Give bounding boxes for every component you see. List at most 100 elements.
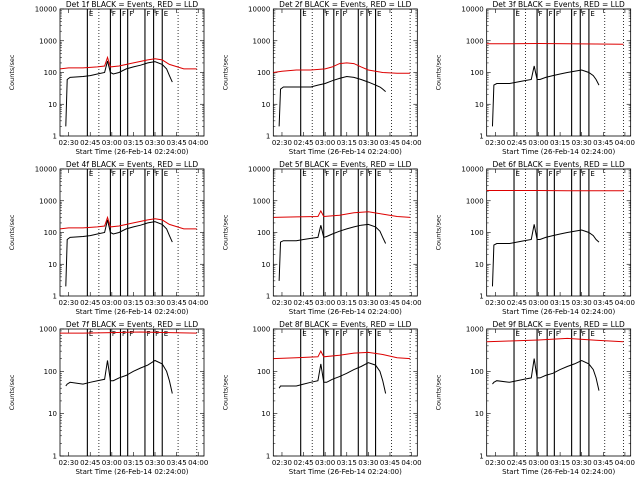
y-tick-label: 10 [48,261,57,269]
chart-title: Det 4f BLACK = Events, RED = LLD [66,160,199,169]
y-tick-label: 10000 [461,166,483,174]
chart-panel: Det 4f BLACK = Events, RED = LLD 1 10 100 10… [8,160,208,316]
x-tick-label: 03:30 [572,459,592,467]
events-series-line [65,60,173,127]
x-tick-label: 03:00 [315,139,335,147]
flag-label: F [549,330,553,338]
lld-series-line [273,62,411,74]
flag-label: E [89,330,93,338]
y-axis-label: Counts/sec [435,374,443,410]
x-tick-label: 04:00 [615,139,635,147]
flag-label: F [360,330,364,338]
flag-label: F [360,170,364,178]
chart-title: Det 5f BLACK = Events, RED = LLD [279,160,412,169]
x-tick-label: 02:45 [507,139,527,147]
x-tick-label: 03:15 [123,459,143,467]
x-tick-label: 04:00 [188,139,208,147]
flag-label: F [112,170,116,178]
x-tick-label: 03:00 [528,139,548,147]
flag-label: E [590,170,594,178]
y-tick-label: 1000 [253,326,271,334]
x-tick-label: 02:45 [507,299,527,307]
y-tick-label: 10 [261,261,270,269]
x-axis-label: Start Time (26-Feb-14 02:24:00) [502,308,615,316]
y-tick-label: 100 [44,229,57,237]
x-tick-label: 03:15 [550,459,570,467]
flag-label: F [155,170,159,178]
y-axis-label: Counts/sec [221,214,229,250]
y-tick-label: 100 [257,229,270,237]
x-tick-label: 03:30 [572,139,592,147]
x-axis-label: Start Time (26-Feb-14 02:24:00) [289,308,402,316]
flag-label: E [89,170,93,178]
flag-label: F [539,330,543,338]
events-series-line [278,75,386,127]
x-tick-label: 03:00 [315,299,335,307]
x-tick-label: 02:30 [272,139,292,147]
y-tick-label: 1 [479,453,483,461]
x-tick-label: 04:00 [401,459,421,467]
y-tick-label: 10 [475,410,484,418]
y-axis-label: Counts/sec [221,54,229,90]
chart-panel: Det 6f BLACK = Events, RED = LLD 1 10 100 10… [435,160,635,316]
lld-series-line [486,42,624,45]
x-tick-label: 04:00 [188,459,208,467]
flag-label: F [549,170,553,178]
x-tick-label: 02:45 [80,459,100,467]
plot-frame [59,168,205,297]
x-tick-label: 03:45 [380,139,400,147]
y-tick-label: 100 [470,69,483,77]
flag-label: F [112,10,116,18]
flag-label: F [325,170,329,178]
x-tick-label: 03:45 [380,459,400,467]
flag-label: F [368,10,372,18]
x-tick-label: 02:30 [272,299,292,307]
flag-label: F [147,10,151,18]
y-axis-label: Counts/sec [8,374,16,410]
x-tick-label: 03:15 [123,299,143,307]
flag-label: F [582,10,586,18]
flag-label: F [573,10,577,18]
flag-label: E [164,10,168,18]
chart-title: Det 8f BLACK = Events, RED = LLD [279,320,412,329]
events-series-line [491,224,600,287]
y-axis-label: Counts/sec [8,214,16,250]
x-tick-label: 03:30 [572,299,592,307]
flag-label: F [129,330,133,338]
flag-label: F [129,170,133,178]
x-tick-label: 02:30 [59,299,79,307]
y-tick-label: 1 [53,453,57,461]
y-tick-label: 10000 [248,6,270,14]
flag-label: F [343,10,347,18]
x-tick-label: 03:30 [145,139,165,147]
x-tick-label: 02:45 [80,139,100,147]
x-tick-label: 03:00 [528,459,548,467]
flag-label: E [302,330,306,338]
chart-title: Det 7f BLACK = Events, RED = LLD [66,320,199,329]
events-series-line [65,359,173,394]
x-tick-label: 03:30 [358,459,378,467]
flag-label: E [516,170,520,178]
flag-label: F [112,330,116,338]
flag-label: F [556,170,560,178]
lld-series-line [59,55,197,70]
x-tick-label: 03:15 [337,459,357,467]
y-tick-label: 100 [44,69,57,77]
y-tick-label: 1 [53,293,57,301]
flag-label: F [325,330,329,338]
x-axis-label: Start Time (26-Feb-14 02:24:00) [75,148,188,156]
flag-label: F [368,170,372,178]
x-tick-label: 04:00 [188,299,208,307]
x-tick-label: 02:30 [485,139,505,147]
x-tick-label: 03:45 [167,139,187,147]
y-tick-label: 100 [44,368,57,376]
x-tick-label: 02:30 [485,299,505,307]
events-series-line [278,223,387,281]
x-tick-label: 03:30 [145,299,165,307]
flag-label: F [129,10,133,18]
flag-label: F [573,170,577,178]
x-tick-label: 03:45 [593,459,613,467]
y-tick-label: 1 [266,453,270,461]
x-tick-label: 03:00 [528,299,548,307]
y-tick-label: 1000 [466,197,484,205]
